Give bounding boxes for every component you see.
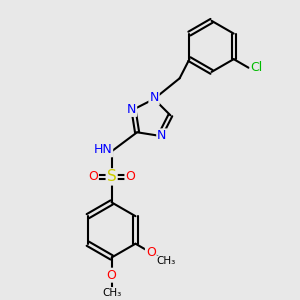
- Text: N: N: [149, 92, 159, 104]
- Text: Cl: Cl: [250, 61, 263, 74]
- Text: O: O: [88, 170, 98, 183]
- Text: N: N: [127, 103, 136, 116]
- Text: S: S: [107, 169, 116, 184]
- Text: CH₃: CH₃: [157, 256, 176, 266]
- Text: N: N: [157, 129, 167, 142]
- Text: O: O: [146, 246, 156, 259]
- Text: CH₃: CH₃: [102, 288, 121, 298]
- Text: O: O: [125, 170, 135, 183]
- Text: HN: HN: [93, 143, 112, 156]
- Text: O: O: [107, 269, 117, 282]
